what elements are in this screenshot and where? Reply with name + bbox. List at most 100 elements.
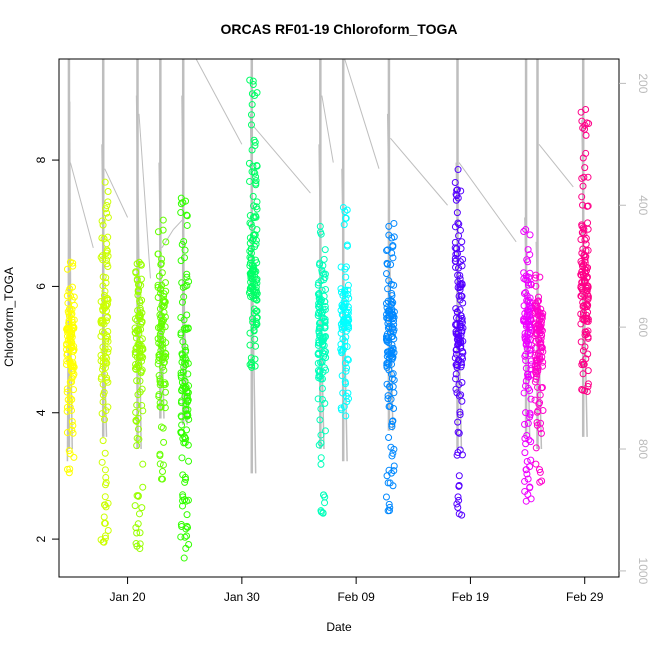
data-point [139,460,147,468]
data-point [457,312,465,320]
data-point [453,451,461,459]
data-point [536,468,544,476]
data-point [100,501,108,509]
data-point [104,262,112,270]
data-point [582,106,590,114]
data-point [536,478,544,486]
data-point [338,323,346,331]
data-point [338,372,346,380]
data-point [534,297,542,305]
data-point [317,454,325,462]
data-point [160,299,168,307]
data-point [524,296,532,304]
data-point [139,345,147,353]
data-point [183,270,191,278]
data-point [101,178,109,186]
data-point [178,358,186,366]
data-point [160,399,168,407]
data-point [454,340,462,348]
data-point [319,306,327,314]
data-point [581,236,589,244]
data-point [388,333,396,341]
data-point [533,329,541,337]
data-point [63,265,71,273]
data-point [180,363,188,371]
data-point [342,380,350,388]
data-point [98,217,106,225]
data-point [578,193,586,201]
data-point [101,534,109,542]
data-point [314,312,322,320]
data-point [338,349,346,357]
data-point [246,76,254,84]
data-point [384,285,392,293]
data-point [180,554,188,562]
data-point [522,226,530,234]
data-point [534,367,542,375]
x-axis-label: Date [326,620,352,634]
data-point [102,358,110,366]
data-point [99,437,107,445]
pressure-segment [158,162,163,303]
data-point [102,274,110,282]
data-point [138,385,146,393]
data-point [315,319,323,327]
data-point [526,231,534,239]
data-point [136,540,144,548]
data-point [454,219,462,227]
data-point [318,266,326,274]
data-point [70,453,78,461]
data-point [452,245,460,253]
data-point [389,328,397,336]
data-point [315,291,323,299]
data-point [526,269,534,277]
data-point [178,523,186,531]
data-point [389,417,397,425]
y2-tick-label: 400 [636,195,650,215]
data-point [320,491,328,499]
data-point [458,319,466,327]
data-point [454,333,462,341]
data-point [387,261,395,269]
data-point [131,315,139,323]
data-point [522,382,530,390]
data-point [388,347,396,355]
data-point [100,538,108,546]
data-point [248,361,256,369]
x-tick-label: Feb 09 [337,590,375,604]
data-point [160,358,168,366]
data-point [133,260,141,268]
pressure-segment [68,101,72,340]
data-point [133,377,141,385]
data-point [63,465,71,473]
data-point [136,311,144,319]
data-point [584,380,592,388]
data-point [387,296,395,304]
data-point [65,287,73,295]
data-point [527,395,535,403]
data-point [342,412,350,420]
data-point [182,356,190,364]
data-point [579,311,587,319]
data-point [183,211,191,219]
data-point [532,369,540,377]
data-point [385,434,393,442]
data-point [522,289,530,297]
data-point [522,377,530,385]
data-point [178,279,186,287]
data-point [66,465,74,473]
data-point [534,407,542,415]
pressure-connector [390,137,448,206]
data-point [338,325,346,333]
pressure-connector [458,162,517,243]
data-point [162,353,170,361]
data-point [131,502,139,510]
data-point [158,475,166,483]
data-point [159,468,167,476]
data-point [522,497,530,505]
data-point [68,305,76,313]
data-point [339,302,347,310]
data-point [103,202,111,210]
data-point [67,292,75,300]
data-point [101,466,109,474]
